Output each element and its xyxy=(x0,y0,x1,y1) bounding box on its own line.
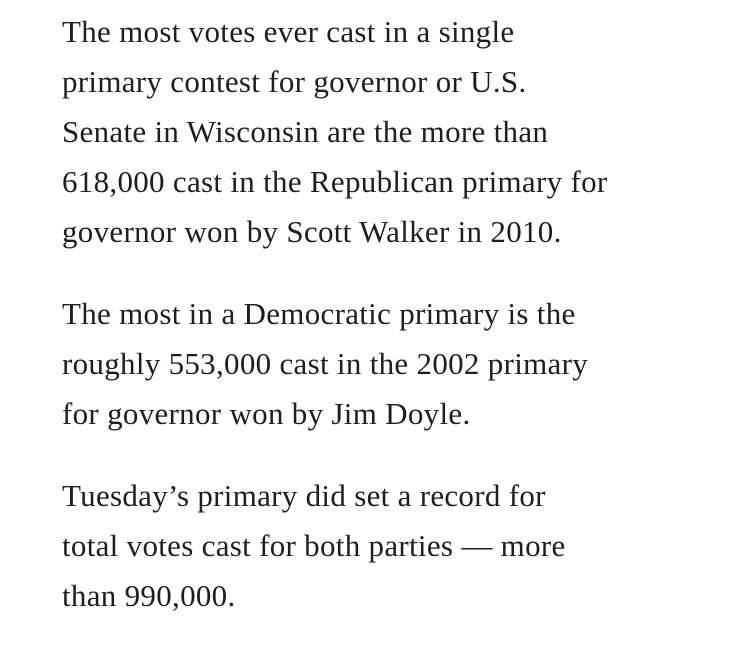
text-line: Senate in Wisconsin are the more than xyxy=(62,114,549,149)
text-line: 618,000 cast in the Republican primary f… xyxy=(62,164,608,199)
paragraph: The most votes ever cast in a single prim… xyxy=(62,7,742,257)
text-line: Tuesday’s primary did set a record for xyxy=(62,478,546,513)
article-body: The most votes ever cast in a single prim… xyxy=(62,7,742,653)
text-line: for governor won by Jim Doyle. xyxy=(62,396,471,431)
text-line: total votes cast for both parties — more xyxy=(62,528,566,563)
paragraph: The most in a Democratic primary is the r… xyxy=(62,289,742,439)
text-line: The most in a Democratic primary is the xyxy=(62,296,576,331)
text-line: The most votes ever cast in a single xyxy=(62,14,515,49)
paragraph: Tuesday’s primary did set a record for to… xyxy=(62,471,742,621)
text-line: governor won by Scott Walker in 2010. xyxy=(62,214,562,249)
text-line: roughly 553,000 cast in the 2002 primary xyxy=(62,346,588,381)
text-line: primary contest for governor or U.S. xyxy=(62,64,527,99)
text-line: than 990,000. xyxy=(62,578,236,613)
